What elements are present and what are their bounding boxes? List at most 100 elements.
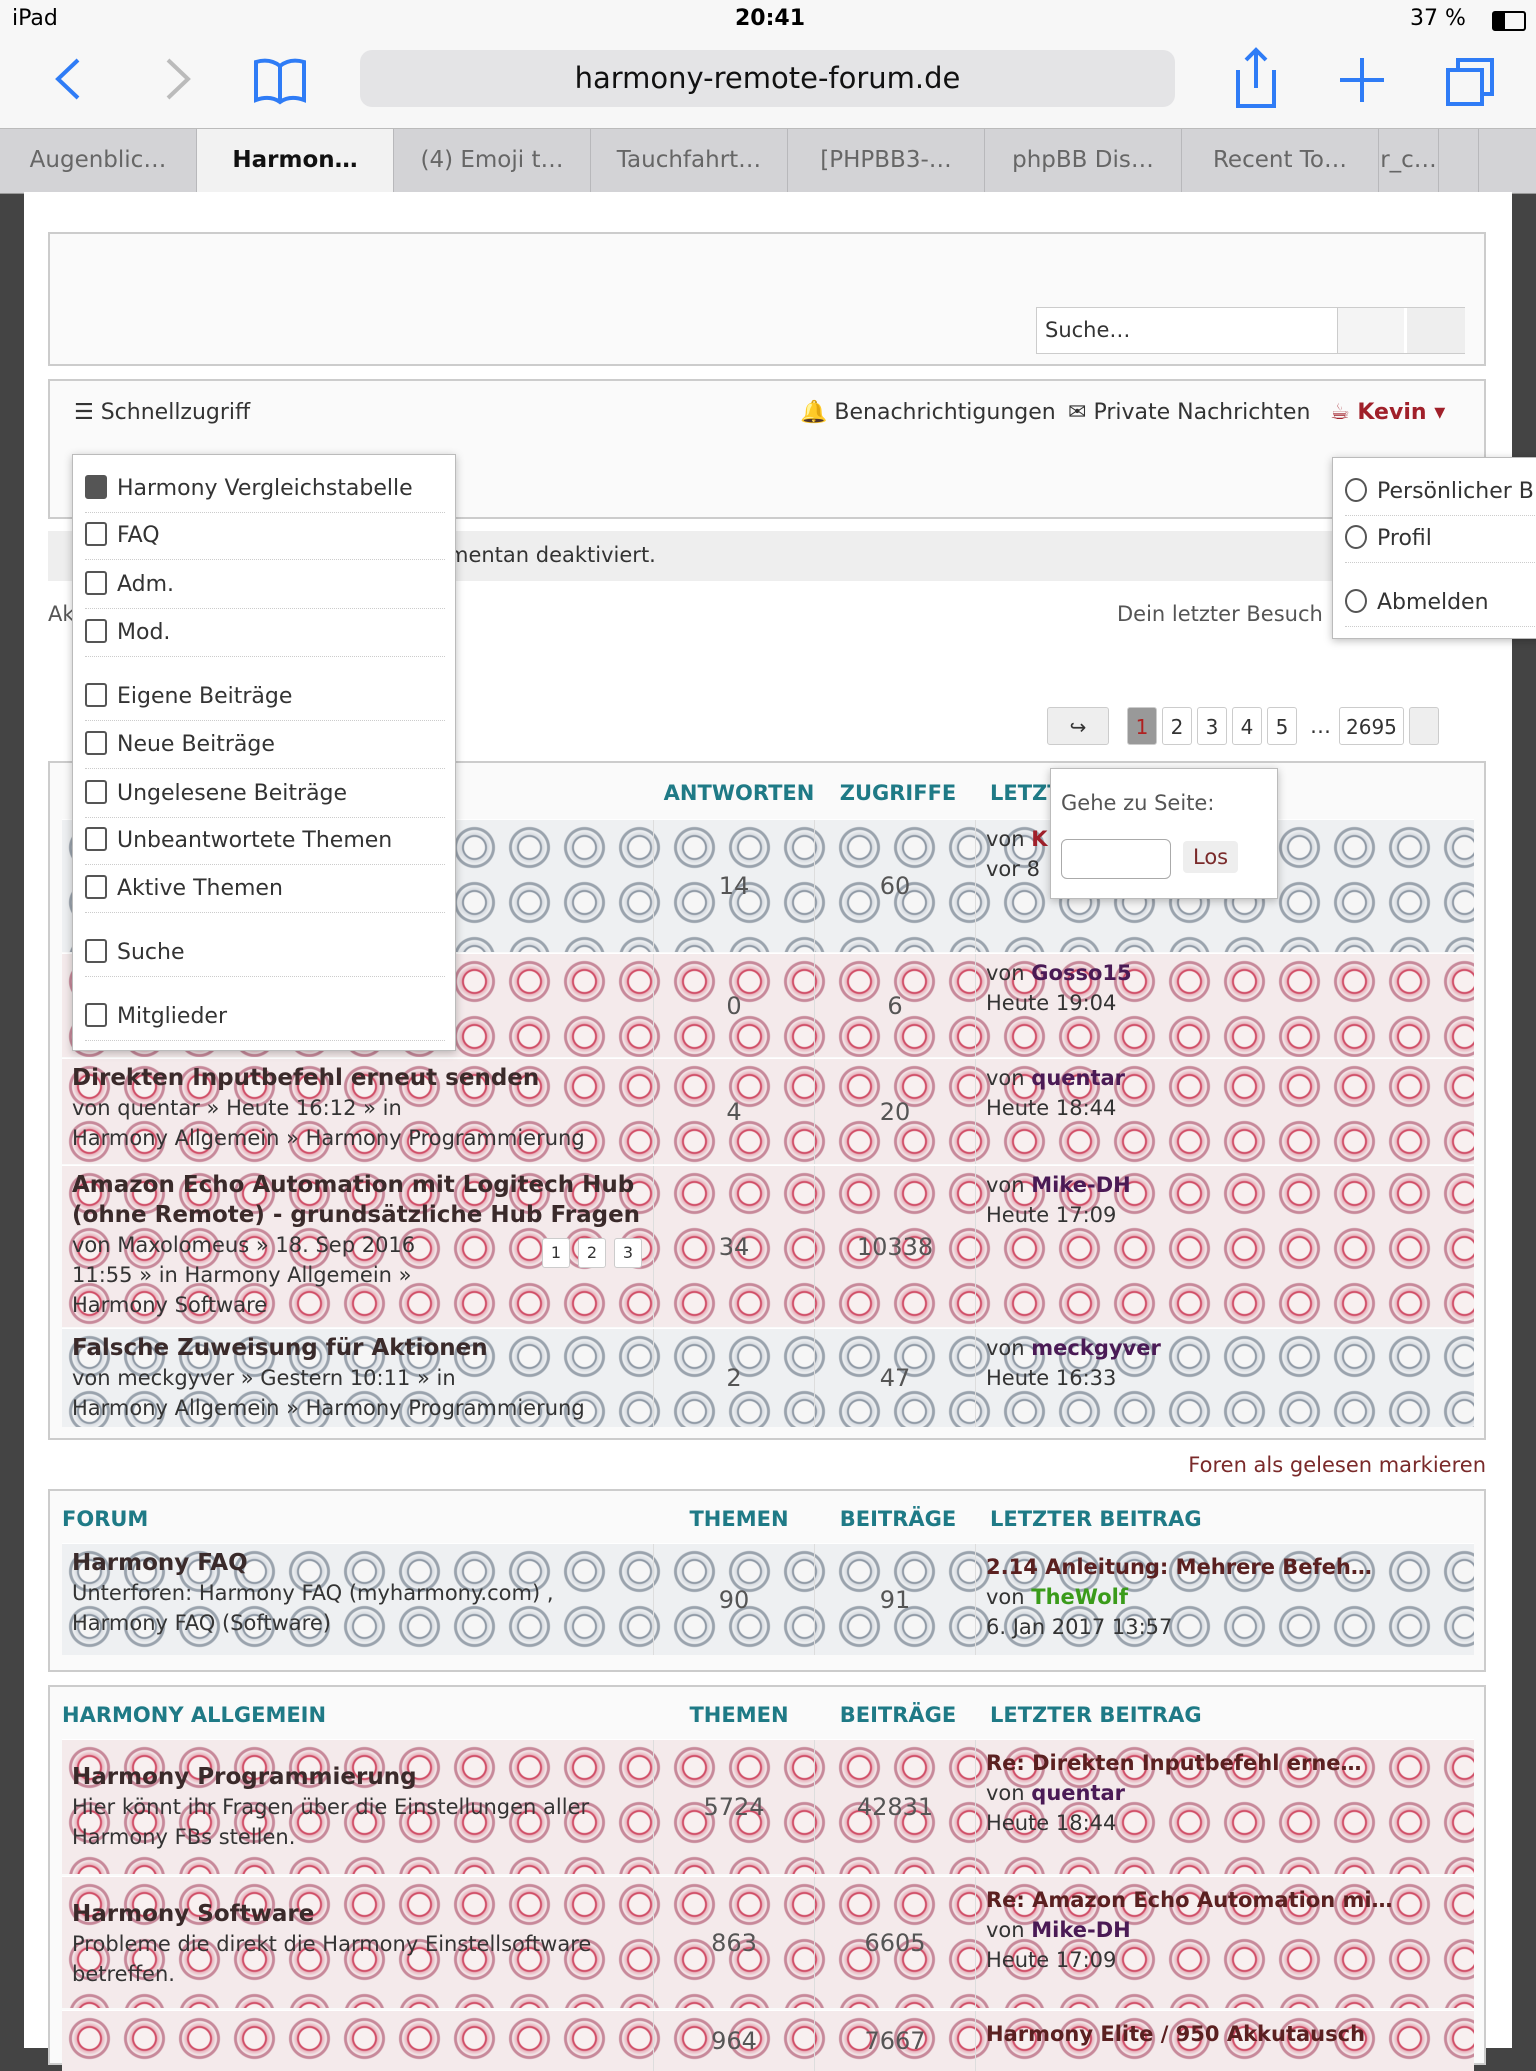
notifications[interactable]: 🔔 Benachrichtigungen	[800, 400, 1056, 425]
user-dropdown: Persönlicher B Profil Abmelden	[1332, 457, 1536, 639]
share-button[interactable]	[1236, 47, 1276, 108]
private-messages[interactable]: ✉ Private Nachrichten	[1068, 400, 1311, 425]
quick-menu-item[interactable]: Eigene Beiträge	[85, 674, 445, 721]
quick-menu-item[interactable]: Ungelesene Beiträge	[85, 771, 445, 818]
menu-label: FAQ	[117, 523, 160, 548]
toolbar-icons	[55, 47, 1494, 108]
topic-row[interactable]: Amazon Echo Automation mit Logitech Hub …	[62, 1165, 1474, 1327]
address-bar[interactable]: harmony-remote-forum.de	[360, 50, 1175, 107]
browser-tab[interactable]: Harmon…	[197, 129, 394, 193]
last-post-title[interactable]: 2.14 Anleitung: Mehrere Befeh…	[986, 1555, 1372, 1579]
quick-menu-item[interactable]: Unbeantwortete Themen	[85, 818, 445, 865]
browser-tab[interactable]: phpBB Dis…	[985, 129, 1182, 193]
topic-title[interactable]: Direkten Inputbefehl erneut senden	[72, 1065, 540, 1091]
forum-row[interactable]: 964 7667 Harmony Elite / 950 Akkutausch	[62, 2010, 1474, 2071]
page-button[interactable]: 4	[1232, 707, 1262, 745]
last-post-title[interactable]: Re: Amazon Echo Automation mi…	[986, 1888, 1393, 1912]
topic-row[interactable]: Direkten Inputbefehl erneut senden von qu…	[62, 1058, 1474, 1164]
last-post-author[interactable]: Mike-DH	[1031, 1173, 1131, 1197]
view-count: 60	[815, 820, 976, 952]
by-prefix: von	[986, 1066, 1025, 1090]
forum-title[interactable]: Harmony Software	[72, 1901, 315, 1927]
back-button[interactable]	[55, 58, 80, 100]
column-header: HARMONY ALLGEMEIN	[62, 1703, 327, 1727]
page-button[interactable]: 2695	[1339, 707, 1404, 745]
jump-button[interactable]: Los	[1183, 841, 1239, 873]
page-button[interactable]: 5	[1267, 707, 1297, 745]
last-post-author[interactable]: Gosso15	[1031, 961, 1132, 985]
browser-tab[interactable]: (4) Emoji t…	[394, 129, 591, 193]
topic-title[interactable]: Falsche Zuweisung für Aktionen	[72, 1335, 488, 1361]
last-post-title[interactable]: Harmony Elite / 950 Akkutausch	[986, 2022, 1366, 2046]
quick-menu-item[interactable]: Aktive Themen	[85, 866, 445, 913]
forum-row[interactable]: Harmony FAQ Unterforen: Harmony FAQ (myha…	[62, 1543, 1474, 1655]
last-post-by: von K	[986, 824, 1464, 854]
browser-tab[interactable]: [PHPBB3-…	[788, 129, 985, 193]
forum-title[interactable]: Harmony Programmierung	[72, 1764, 417, 1790]
quick-menu-item[interactable]: Neue Beiträge	[85, 722, 445, 769]
quick-menu-item[interactable]: Mitglieder	[85, 994, 445, 1041]
advanced-search-button[interactable]	[1407, 308, 1465, 353]
forum-title[interactable]: Harmony FAQ	[72, 1550, 248, 1576]
last-post-author[interactable]: quentar	[1031, 1781, 1126, 1805]
last-post-author[interactable]: Mike-DH	[1031, 1918, 1131, 1942]
topic-page[interactable]: 3	[614, 1238, 642, 1268]
browser-tab[interactable]: Augenblic…	[0, 129, 197, 193]
last-post-time: vor 8	[986, 857, 1040, 881]
topic-title[interactable]: Amazon Echo Automation mit Logitech Hub …	[72, 1172, 641, 1228]
quick-access[interactable]: ☰ Schnellzugriff	[74, 400, 251, 425]
quick-menu-item[interactable]: FAQ	[85, 513, 445, 560]
search-field[interactable]: Suche…	[1036, 307, 1465, 354]
topic-page[interactable]: 1	[542, 1238, 570, 1268]
menu-icon	[85, 731, 107, 755]
view-count: 10338	[815, 1166, 976, 1327]
last-post-author[interactable]: quentar	[1031, 1066, 1126, 1090]
new-tab-button[interactable]	[1340, 58, 1384, 102]
view-count: 20	[815, 1059, 976, 1164]
quick-menu-item[interactable]: Mod.	[85, 610, 445, 657]
menu-icon	[85, 827, 107, 851]
quick-menu-item[interactable]: Adm.	[85, 562, 445, 609]
topic-page[interactable]: 2	[578, 1238, 606, 1268]
last-post-author[interactable]: K	[1031, 827, 1048, 851]
page-button[interactable]: 3	[1197, 707, 1227, 745]
topic-count: 90	[654, 1544, 815, 1655]
user-menu-item[interactable]: Abmelden	[1345, 580, 1536, 627]
user-menu-item[interactable]: Persönlicher B	[1345, 469, 1536, 516]
last-post-time: Heute 18:44	[986, 1811, 1117, 1835]
search-button[interactable]	[1337, 308, 1404, 353]
page-button[interactable]: 1	[1127, 707, 1157, 745]
browser-tab[interactable]: Recent To…	[1182, 129, 1379, 193]
topic-count: 964	[654, 2011, 815, 2071]
last-post-title[interactable]: Re: Direkten Inputbefehl erne…	[986, 1751, 1362, 1775]
last-post-cell: Harmony Elite / 950 Akkutausch	[976, 2011, 1474, 2071]
forum-row[interactable]: Harmony Programmierung Hier könnt ihr Fra…	[62, 1739, 1474, 1874]
quick-menu-item[interactable]: Suche	[85, 930, 445, 977]
forum-row[interactable]: Harmony Software Probleme die direkt die …	[62, 1876, 1474, 2008]
next-page-button[interactable]	[1408, 707, 1439, 745]
topic-row[interactable]: Falsche Zuweisung für Aktionen von meckgy…	[62, 1328, 1474, 1427]
user-menu-item[interactable]: Profil	[1345, 516, 1536, 563]
topic-count: 863	[654, 1877, 815, 2008]
quick-menu-item[interactable]: Harmony Vergleichstabelle	[85, 466, 445, 513]
page-input[interactable]	[1061, 839, 1171, 879]
post-count: 42831	[815, 1740, 976, 1874]
notifications-label: Benachrichtigungen	[834, 400, 1056, 425]
forum-description: Hier könnt ihr Fragen über die Einstellu…	[72, 1795, 590, 1819]
topic-meta: 11:55 » in Harmony Allgemein »	[72, 1263, 412, 1287]
page-button[interactable]: 2	[1162, 707, 1192, 745]
forum-description: betreffen.	[72, 1962, 175, 1986]
menu-icon	[85, 619, 107, 643]
mark-forums-read[interactable]: Foren als gelesen markieren	[1188, 1453, 1486, 1477]
last-post-author[interactable]: TheWolf	[1031, 1585, 1128, 1609]
reply-count: 4	[654, 1059, 815, 1164]
browser-tab[interactable]: r_c…	[1379, 129, 1439, 193]
tabs-button[interactable]	[1446, 58, 1494, 106]
jump-to-page-button[interactable]: ↪	[1047, 707, 1109, 745]
last-post-author[interactable]: meckgyver	[1031, 1336, 1161, 1360]
user-menu-toggle[interactable]: ☕ Kevin ▾	[1330, 400, 1446, 425]
menu-label: Unbeantwortete Themen	[117, 828, 393, 853]
browser-tab[interactable]: Tauchfahrt…	[591, 129, 788, 193]
bookmarks-button[interactable]	[254, 58, 306, 105]
last-post-cell: Re: Direkten Inputbefehl erne… von quenta…	[976, 1740, 1474, 1874]
